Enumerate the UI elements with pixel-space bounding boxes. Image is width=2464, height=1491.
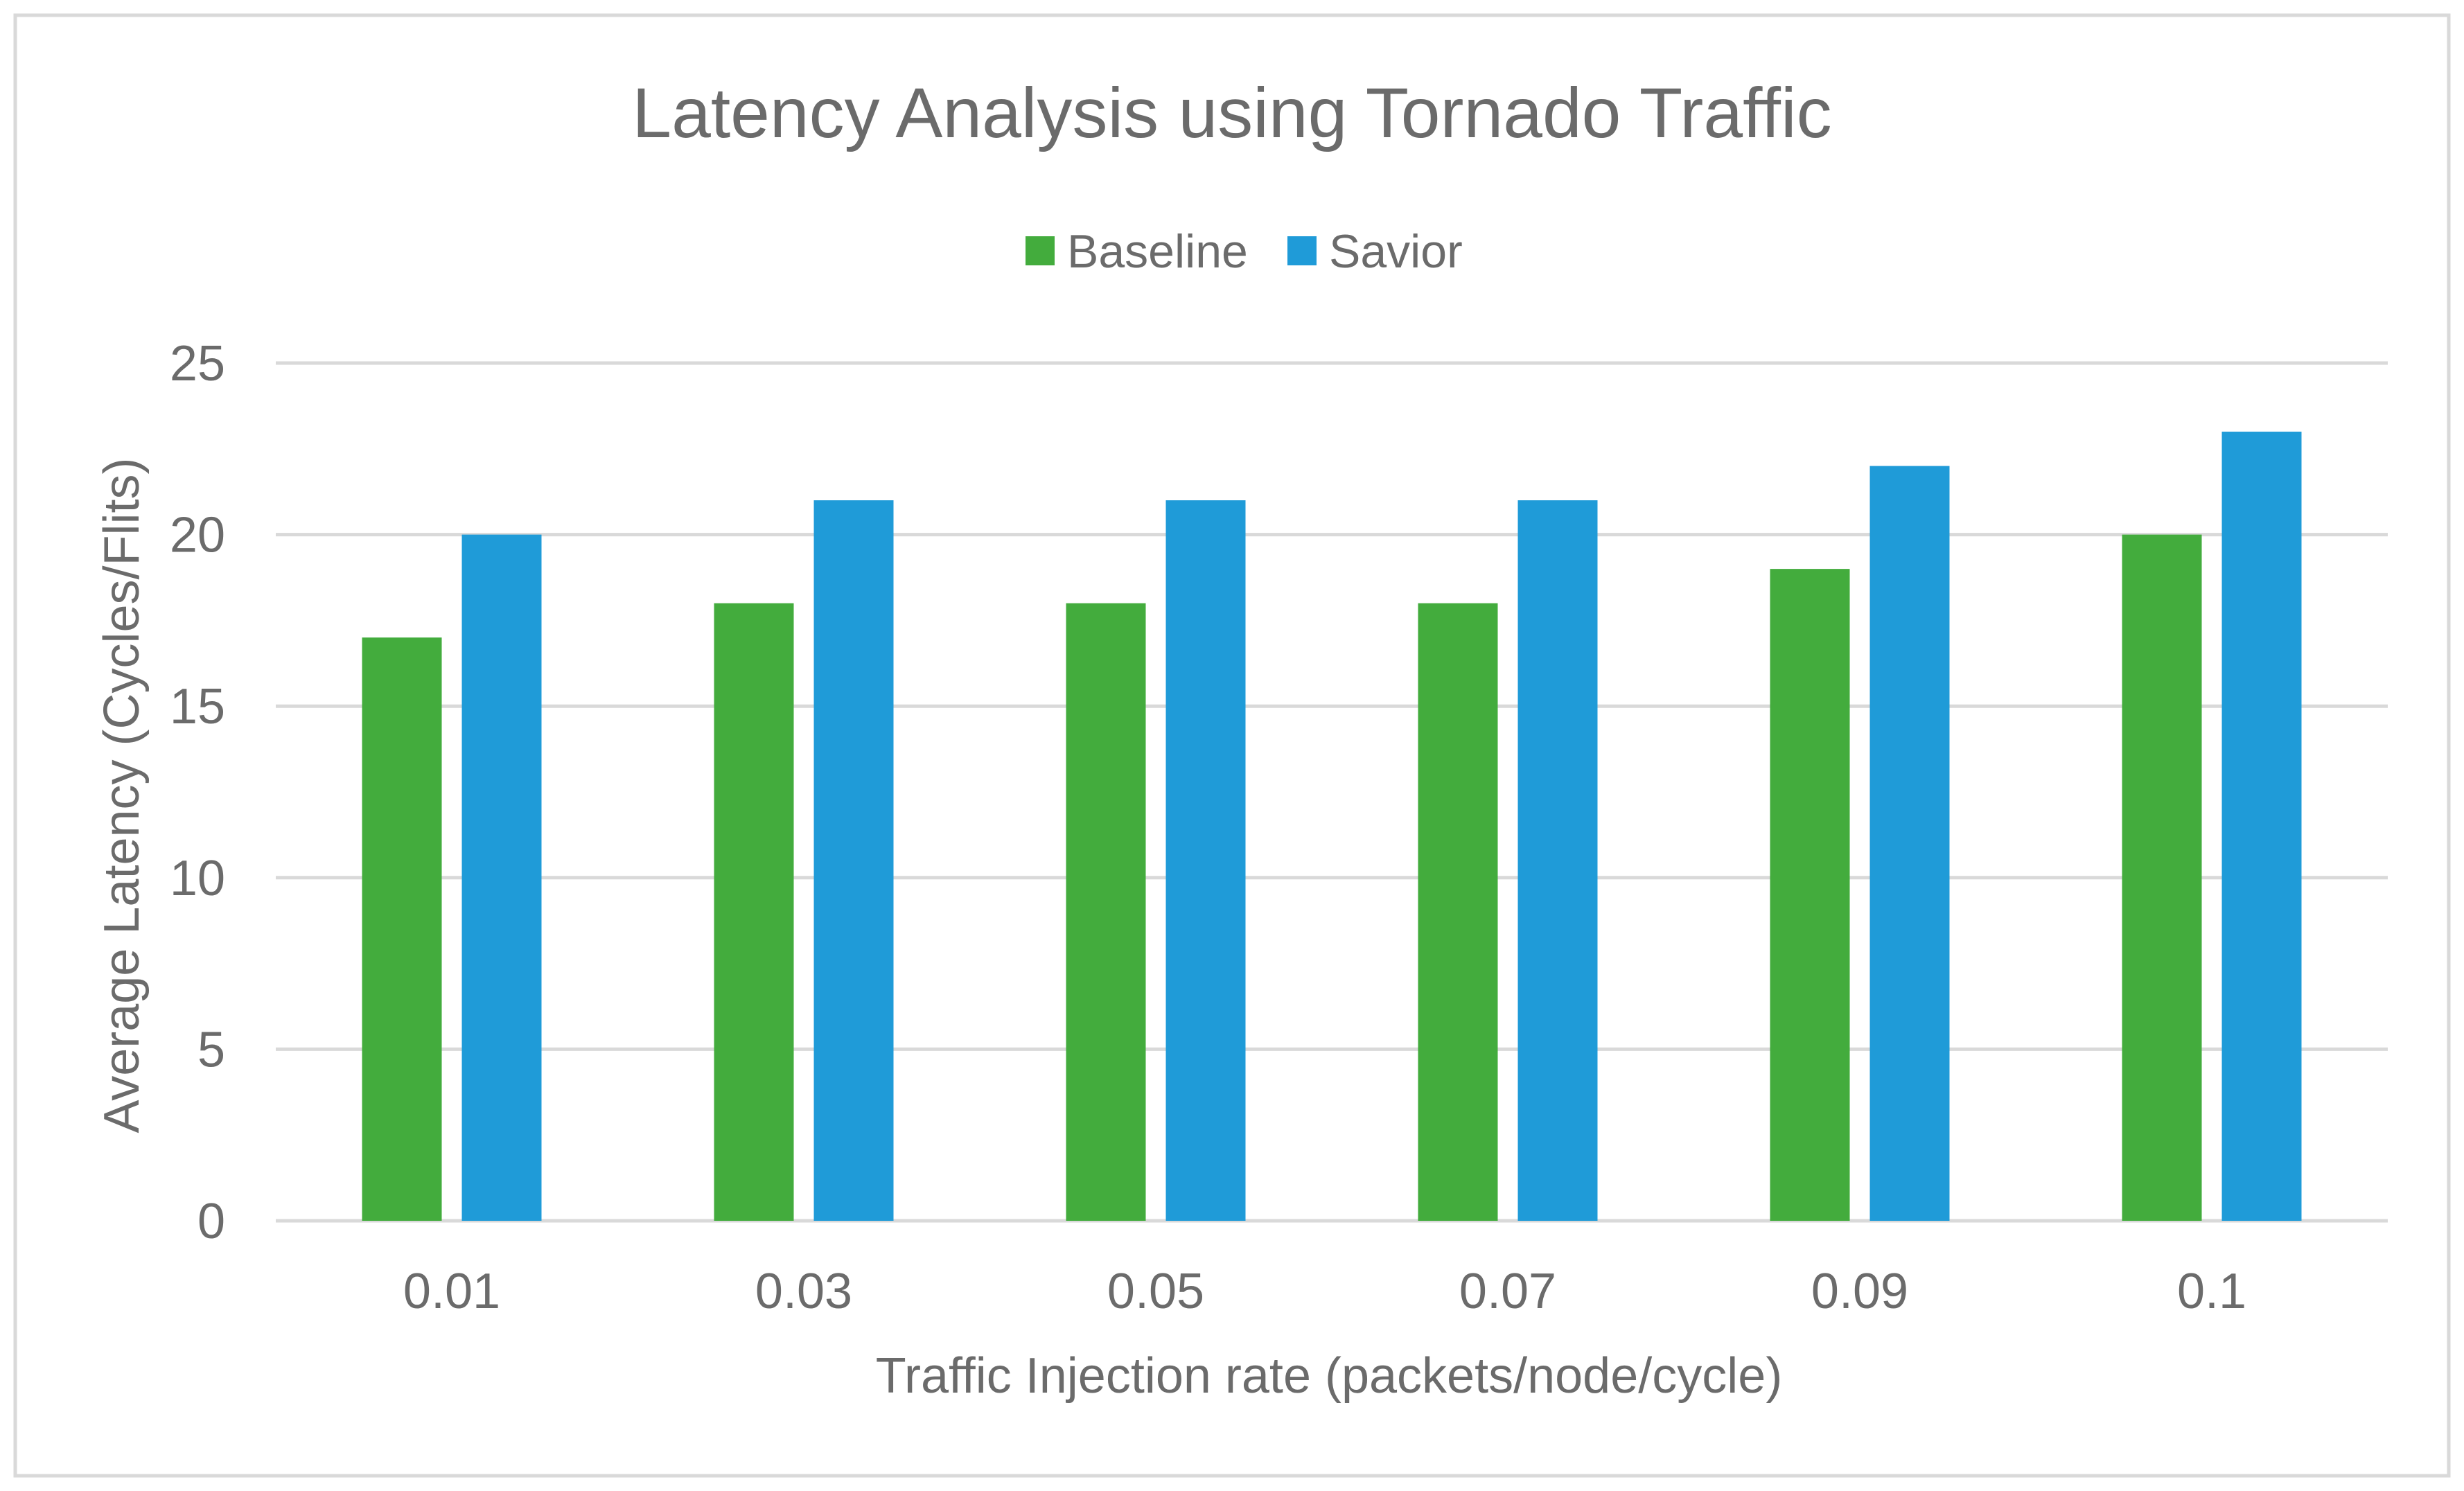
bar-savior-0.03 (813, 500, 894, 1221)
x-tick-label: 0.05 (1107, 1264, 1204, 1319)
y-tick-label: 10 (170, 851, 225, 906)
chart-title: Latency Analysis using Tornado Traffic (632, 73, 1831, 152)
x-tick-label: 0.01 (403, 1264, 500, 1319)
legend-swatch-savior (1287, 236, 1317, 265)
y-axis-tick-labels: 0 5 10 15 20 25 (170, 336, 225, 1249)
x-tick-label: 0.09 (1811, 1264, 1908, 1319)
x-axis-tick-labels: 0.01 0.03 0.05 0.07 0.09 0.1 (403, 1264, 2246, 1319)
y-tick-label: 0 (197, 1194, 225, 1249)
legend-label-savior: Savior (1329, 225, 1463, 278)
legend-swatch-baseline (1026, 236, 1055, 265)
x-tick-label: 0.07 (1459, 1264, 1556, 1319)
bar-baseline-0.01 (362, 637, 442, 1221)
y-tick-label: 25 (170, 336, 225, 391)
bar-baseline-0.07 (1418, 603, 1498, 1221)
legend-label-baseline: Baseline (1067, 225, 1248, 278)
bar-savior-0.09 (1869, 466, 1950, 1221)
x-tick-label: 0.03 (755, 1264, 852, 1319)
bar-savior-0.01 (461, 534, 542, 1221)
bar-savior-0.05 (1165, 500, 1246, 1221)
y-tick-label: 5 (197, 1022, 225, 1077)
x-tick-label: 0.1 (2177, 1264, 2246, 1319)
bar-savior-0.1 (2221, 432, 2302, 1221)
bar-baseline-0.1 (2122, 534, 2202, 1221)
y-tick-label: 20 (170, 508, 225, 563)
bar-savior-0.07 (1517, 500, 1598, 1221)
bar-baseline-0.09 (1770, 569, 1850, 1221)
bar-baseline-0.03 (714, 603, 794, 1221)
gridlines (276, 361, 2388, 1223)
y-axis-label: Average Latency (Cycles/Flits) (94, 457, 150, 1133)
y-tick-label: 15 (170, 679, 225, 734)
legend: Baseline Savior (1026, 225, 1463, 278)
bar-baseline-0.05 (1066, 603, 1146, 1221)
x-axis-label: Traffic Injection rate (packets/node/cyc… (876, 1348, 1783, 1404)
bars (362, 432, 2302, 1221)
